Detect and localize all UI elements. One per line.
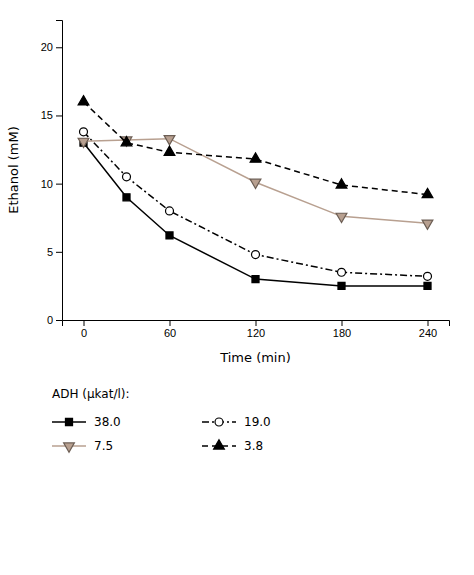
legend-label: 19.0: [244, 415, 271, 429]
legend-entry: 38.0: [52, 415, 121, 429]
marker: [336, 213, 347, 222]
legend-label: 38.0: [94, 415, 121, 429]
x-axis: 0 60 120 180 240: [63, 320, 450, 339]
y-tick-label: 0: [47, 314, 53, 326]
y-tick-mark: [56, 252, 62, 253]
marker: [252, 251, 260, 259]
legend-entry: 3.8: [202, 439, 263, 453]
legend-label: 3.8: [244, 439, 263, 453]
series-line: [84, 143, 428, 286]
marker: [78, 138, 89, 147]
legend-marker: [215, 418, 223, 426]
series-group: [78, 96, 433, 290]
marker: [422, 188, 433, 197]
x-tick: 120: [247, 320, 265, 339]
x-tick: 60: [164, 320, 176, 339]
legend-entry: 19.0: [202, 415, 271, 429]
y-tick-label: 15: [41, 109, 53, 121]
marker: [424, 282, 431, 289]
x-tick-label: 180: [333, 327, 351, 339]
legend-entry: 7.5: [52, 439, 113, 453]
x-tick-mark: [170, 320, 171, 326]
legend-marker: [214, 440, 225, 449]
marker: [80, 128, 88, 136]
marker: [123, 173, 131, 181]
y-tick-mark: [56, 47, 62, 48]
x-tick: 0: [81, 320, 87, 339]
series-line: [84, 139, 428, 224]
x-tick-label: 0: [81, 327, 87, 339]
series-line: [84, 132, 428, 277]
x-tick-mark: [342, 320, 343, 326]
y-tick-label: 20: [41, 41, 53, 53]
marker: [250, 153, 261, 162]
x-tick: 240: [419, 320, 437, 339]
plot: 0 60 120 180 240 0 5 10 15 20: [41, 21, 450, 339]
marker: [336, 179, 347, 188]
y-tick-mark: [56, 115, 62, 116]
x-axis-title: Time (min): [219, 350, 291, 365]
marker: [166, 232, 173, 239]
legend-title: ADH (μkat/l):: [52, 387, 130, 401]
marker: [338, 282, 345, 289]
marker: [78, 96, 89, 105]
x-tick-mark: [428, 320, 429, 326]
marker: [164, 146, 175, 155]
x-tick-mark: [84, 320, 85, 326]
x-axis-line: [63, 321, 450, 327]
x-tick-mark: [256, 320, 257, 326]
series-line: [84, 102, 428, 195]
y-axis: 0 5 10 15 20: [41, 21, 63, 327]
y-tick: 20: [41, 41, 62, 53]
marker: [422, 220, 433, 229]
x-tick-label: 240: [419, 327, 437, 339]
marker: [166, 207, 174, 215]
y-tick: 5: [47, 246, 62, 258]
marker: [338, 268, 346, 276]
y-tick-mark: [56, 184, 62, 185]
y-axis-title: Ethanol (mM): [6, 126, 21, 213]
x-tick-label: 120: [247, 327, 265, 339]
marker: [123, 194, 130, 201]
chart: 0 60 120 180 240 0 5 10 15 20 Time (min) Ethanol (m…: [0, 0, 474, 575]
marker: [164, 136, 175, 145]
y-tick: 10: [41, 178, 62, 190]
y-tick-label: 10: [41, 178, 53, 190]
y-tick-label: 5: [47, 246, 53, 258]
marker: [250, 179, 261, 188]
legend: ADH (μkat/l): 38.0 19.0 7.5 3.8: [52, 387, 271, 453]
y-tick-mark: [56, 320, 62, 321]
y-tick: 0: [47, 314, 62, 326]
marker: [121, 137, 132, 146]
x-tick-label: 60: [164, 327, 176, 339]
y-tick: 15: [41, 109, 62, 121]
legend-marker: [64, 443, 75, 452]
y-axis-line: [56, 21, 63, 321]
legend-label: 7.5: [94, 439, 113, 453]
legend-marker: [65, 418, 72, 425]
x-tick: 180: [333, 320, 351, 339]
marker: [252, 276, 259, 283]
marker: [424, 272, 432, 280]
